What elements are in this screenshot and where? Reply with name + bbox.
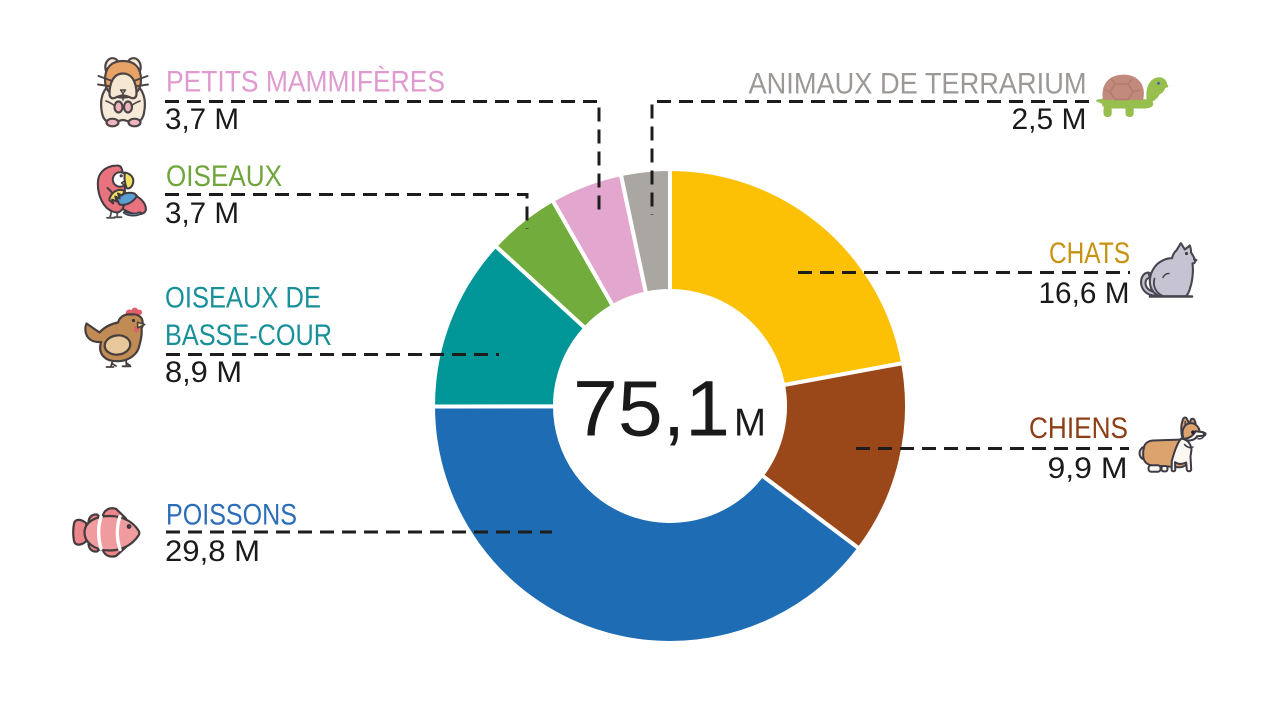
svg-text:16,6 M: 16,6 M [1039,277,1130,310]
svg-text:75,1: 75,1 [573,364,730,453]
svg-text:POISSONS: POISSONS [166,499,297,532]
svg-text:M: M [734,402,766,445]
svg-text:OISEAUX DE: OISEAUX DE [165,281,321,314]
svg-text:CHIENS: CHIENS [1029,412,1128,445]
svg-text:3,7 M: 3,7 M [165,103,239,136]
svg-text:8,9 M: 8,9 M [165,356,242,389]
svg-text:9,9 M: 9,9 M [1048,452,1128,485]
svg-text:ANIMAUX DE TERRARIUM: ANIMAUX DE TERRARIUM [749,67,1087,100]
svg-text:2,5 M: 2,5 M [1012,103,1087,136]
svg-text:PETITS MAMMIFÈRES: PETITS MAMMIFÈRES [166,66,445,99]
svg-text:CHATS: CHATS [1049,237,1130,270]
svg-text:BASSE-COUR: BASSE-COUR [165,319,332,352]
svg-text:OISEAUX: OISEAUX [166,160,282,193]
svg-text:3,7 M: 3,7 M [165,197,239,230]
svg-text:29,8 M: 29,8 M [165,535,260,568]
